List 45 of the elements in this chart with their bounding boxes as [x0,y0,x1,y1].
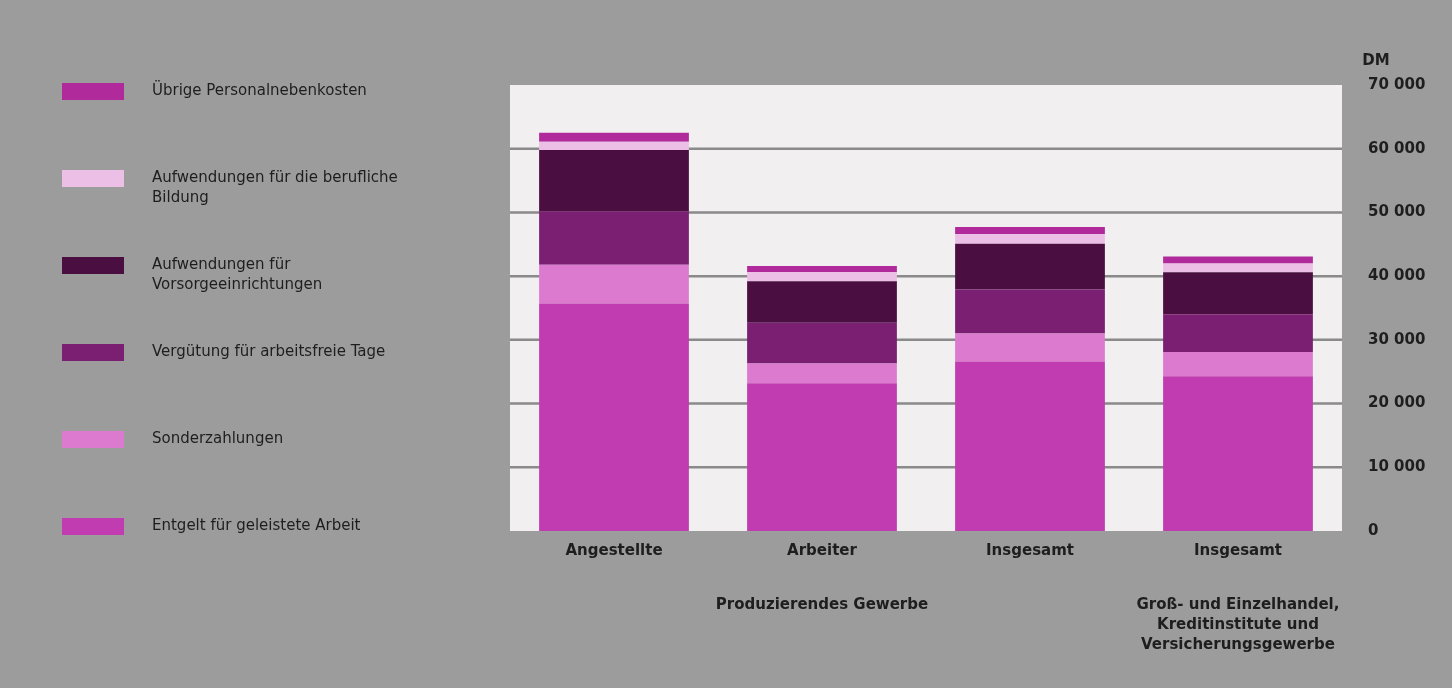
bar [539,264,689,304]
x-tick-label: Angestellte [565,540,663,559]
legend-label: Vergütung für arbeitsfreie Tage [152,341,387,361]
bar [539,211,689,265]
bar [747,363,897,384]
y-tick-label: 0 [1368,520,1379,539]
bar [1163,263,1313,273]
y-tick-label: 40 000 [1368,266,1426,285]
y-axis-title: DM [1362,51,1390,69]
bar [955,361,1105,531]
bar [539,303,689,531]
legend-label: Entgelt für geleistete Arbeit [152,515,362,535]
x-tick-label: Insgesamt [1194,540,1282,559]
y-tick-label: 50 000 [1368,202,1426,221]
bar [747,272,897,282]
bar [955,289,1105,334]
legend-label: Sonderzahlungen [152,428,285,448]
legend-label: Aufwendungen für die berufliche Bildung [152,167,399,207]
legend-label: Aufwendungen für Vorsorgeeinrichtungen [152,254,324,294]
bar [1163,351,1313,377]
bar [955,243,1105,290]
x-tick-label: Arbeiter [787,540,858,559]
bar [539,141,689,150]
text: Produzierendes Gewerbe [715,595,929,613]
legend-label: Übrige Personalnebenkosten [152,80,368,100]
bar [747,265,897,273]
text: Groß- und Einzelhandel, Kreditinstitute und Versicherungsgewerbe [1136,595,1340,653]
bar [1163,314,1313,352]
bar [539,132,689,142]
y-tick-label: 70 000 [1368,74,1426,93]
y-tick-label: 60 000 [1368,138,1426,157]
bar [1163,272,1313,315]
bar [1163,256,1313,264]
bar [955,227,1105,235]
bar [955,234,1105,244]
y-tick-label: 30 000 [1368,329,1426,348]
x-tick-label: Insgesamt [986,540,1074,559]
y-tick-label: 10 000 [1368,457,1426,476]
bar [747,281,897,323]
bar [955,333,1105,362]
bar [747,383,897,531]
bar [539,149,689,212]
bar [1163,376,1313,531]
bar [747,322,897,364]
y-tick-label: 20 000 [1368,393,1426,412]
